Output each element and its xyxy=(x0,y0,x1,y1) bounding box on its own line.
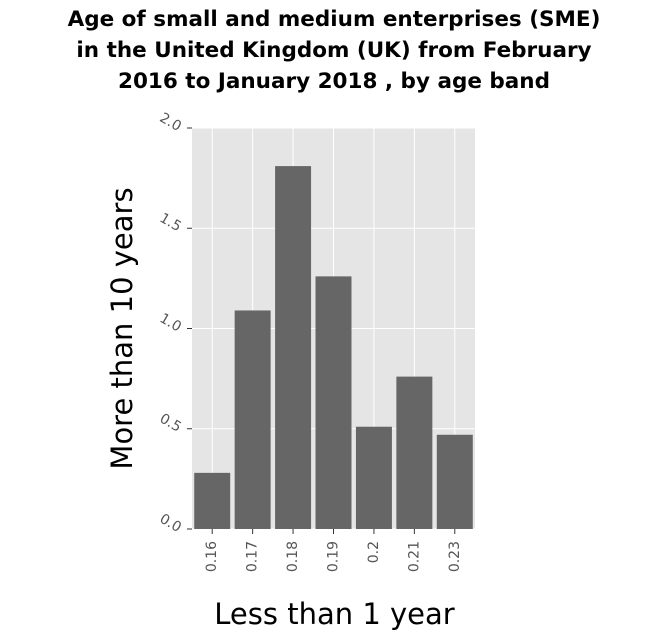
x-tick-label: 0.18 xyxy=(285,541,301,572)
x-axis: 0.16 0.17 0.18 0.19 0.2 0.21 0.23 xyxy=(204,529,463,572)
chart-title-line-1: Age of small and medium enterprises (SME… xyxy=(67,7,601,32)
x-axis-title: Less than 1 year xyxy=(214,597,454,631)
y-tick-label: 2.0 xyxy=(157,110,184,135)
y-tick-label: 0.5 xyxy=(157,411,184,436)
bar xyxy=(194,472,231,529)
chart-title: Age of small and medium enterprises (SME… xyxy=(0,4,668,97)
x-tick-label: 0.19 xyxy=(326,541,342,572)
y-tick-label: 1.0 xyxy=(157,310,184,335)
bar xyxy=(275,166,312,529)
bar xyxy=(234,310,271,529)
x-tick-label: 0.16 xyxy=(204,541,220,572)
bar xyxy=(355,426,392,529)
bar xyxy=(396,376,433,529)
y-tick-label: 0.0 xyxy=(157,511,184,536)
bar xyxy=(436,434,473,529)
x-tick-label: 0.2 xyxy=(366,541,382,563)
chart-title-line-2: in the United Kingdom (UK) from February xyxy=(76,38,592,63)
chart-title-line-3: 2016 to January 2018 , by age band xyxy=(117,69,550,94)
y-tick-label: 1.5 xyxy=(157,210,184,235)
y-axis-title: More than 10 years xyxy=(105,187,139,469)
x-tick-label: 0.21 xyxy=(406,541,422,572)
y-axis: 0.0 0.5 1.0 1.5 2.0 xyxy=(157,110,192,536)
x-tick-label: 0.23 xyxy=(447,541,463,572)
x-tick-label: 0.17 xyxy=(245,541,261,572)
bars xyxy=(194,166,473,529)
bar xyxy=(315,276,352,529)
